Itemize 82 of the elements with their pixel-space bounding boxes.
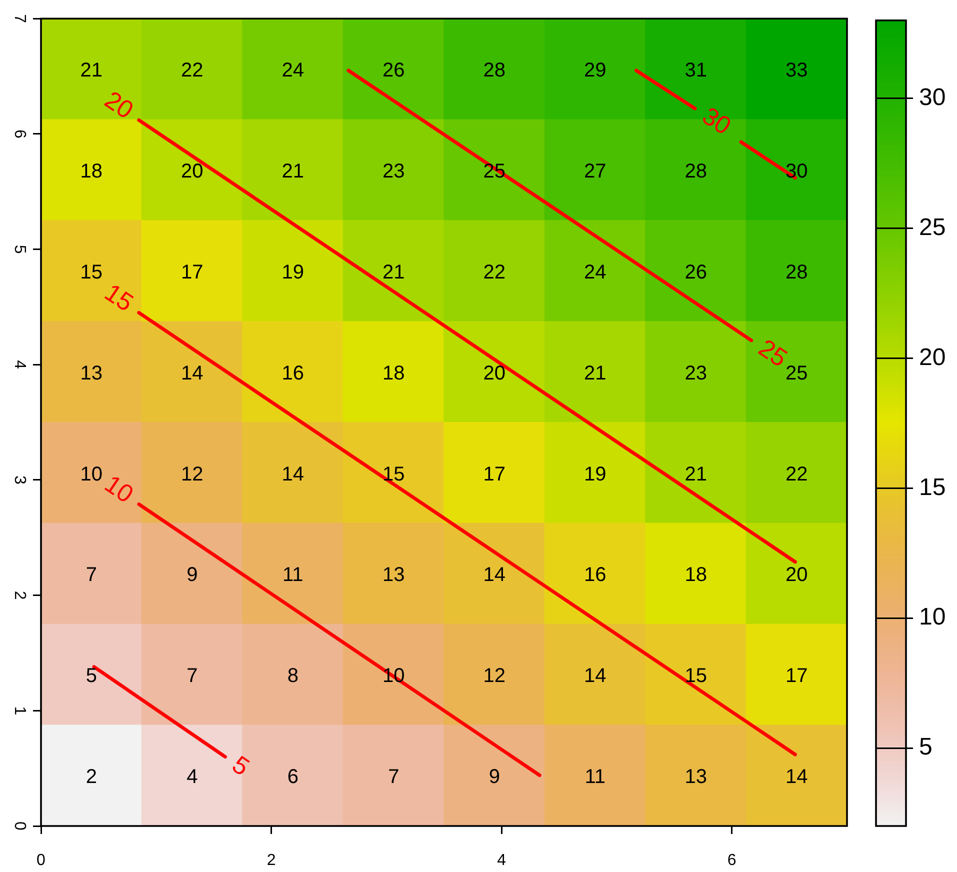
data-label: 9: [488, 766, 500, 788]
x-tick-label: 6: [727, 852, 736, 870]
data-label: 15: [684, 665, 707, 688]
data-label: 15: [382, 463, 405, 486]
data-label: 2: [86, 766, 97, 788]
data-label: 30: [786, 160, 808, 183]
data-label: 13: [80, 362, 102, 384]
data-label: 12: [181, 463, 204, 486]
data-label: 4: [186, 766, 198, 788]
data-label: 13: [684, 766, 707, 788]
data-label: 18: [382, 362, 405, 384]
data-label: 28: [786, 261, 808, 284]
data-label: 28: [684, 160, 707, 183]
color-bar-label: 15: [919, 474, 946, 501]
color-bar-label: 20: [919, 344, 946, 371]
data-label: 21: [684, 463, 707, 486]
y-tick-label: 5: [11, 244, 28, 254]
data-label: 21: [80, 60, 102, 82]
y-tick-label: 3: [11, 476, 28, 485]
data-label: 14: [584, 665, 606, 688]
x-tick-label: 4: [497, 852, 506, 870]
data-label: 14: [282, 463, 304, 486]
data-label: 8: [287, 665, 298, 688]
data-label: 17: [786, 665, 808, 688]
data-label: 33: [786, 60, 808, 82]
data-label: 6: [287, 766, 298, 788]
y-tick-label: 6: [11, 129, 28, 138]
x-tick-label: 2: [266, 852, 276, 870]
data-label: 23: [382, 160, 405, 183]
data-label: 28: [483, 60, 506, 82]
y-tick-label: 0: [11, 822, 28, 831]
data-label: 17: [181, 261, 204, 284]
data-label: 18: [80, 160, 102, 183]
data-label: 16: [282, 362, 304, 384]
data-label: 21: [382, 261, 405, 284]
data-label: 16: [584, 564, 606, 586]
data-label: 22: [786, 463, 808, 486]
data-label: 29: [584, 60, 606, 82]
color-bar-label: 25: [919, 214, 946, 241]
annotation: 20: [99, 86, 138, 125]
y-tick-label: 4: [11, 360, 28, 370]
data-label: 26: [684, 261, 707, 284]
data-label: 13: [382, 564, 405, 586]
data-label: 14: [181, 362, 204, 384]
data-label: 11: [282, 564, 304, 586]
data-label: 25: [786, 362, 808, 384]
data-label: 22: [181, 60, 204, 82]
data-label: 7: [86, 564, 97, 586]
data-label: 20: [786, 564, 808, 586]
y-tick-label: 7: [11, 14, 28, 24]
data-label: 9: [186, 564, 198, 586]
annotation: 30: [697, 102, 736, 140]
data-label: 24: [584, 261, 606, 284]
data-label: 17: [483, 463, 506, 486]
x-tick-label: 0: [36, 852, 46, 870]
data-label: 11: [584, 766, 606, 788]
data-label: 7: [186, 665, 198, 688]
data-label: 20: [181, 160, 204, 183]
color-bar-label: 5: [919, 734, 932, 761]
data-label: 18: [684, 564, 707, 586]
data-label: 24: [282, 60, 304, 82]
y-tick-label: 2: [11, 590, 28, 600]
data-label: 27: [584, 160, 606, 183]
data-label: 22: [483, 261, 506, 284]
data-label: 19: [584, 463, 606, 486]
data-label: 7: [388, 766, 400, 788]
y-tick-label: 1: [11, 706, 28, 716]
data-label: 21: [584, 362, 606, 384]
color-bar-label: 10: [919, 604, 946, 631]
data-label: 10: [80, 463, 102, 486]
data-label: 23: [684, 362, 707, 384]
data-label: 14: [786, 766, 808, 788]
data-label: 26: [382, 60, 405, 82]
data-label: 31: [684, 60, 707, 82]
data-label: 12: [483, 665, 506, 688]
data-label: 5: [86, 665, 97, 688]
annotation: 5: [227, 750, 254, 782]
color-bar-label: 30: [919, 84, 946, 111]
data-label: 19: [282, 261, 304, 284]
data-label: 14: [483, 564, 506, 586]
data-label: 20: [483, 362, 506, 384]
data-label: 21: [282, 160, 304, 183]
